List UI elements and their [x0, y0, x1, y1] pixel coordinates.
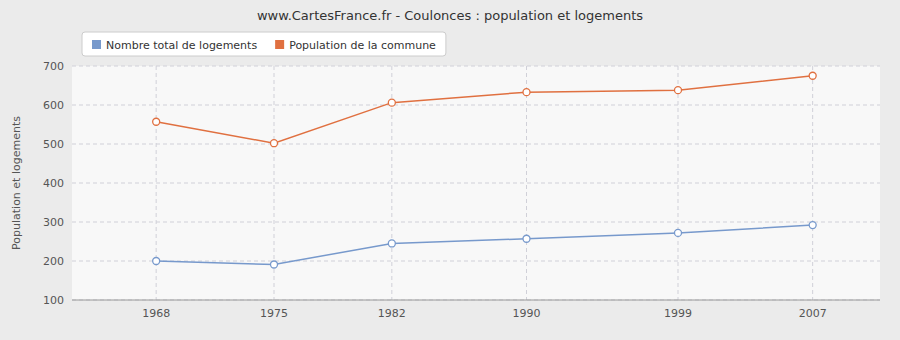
y-tick-label: 700 — [43, 60, 64, 73]
point — [809, 222, 816, 229]
y-grid-line — [72, 105, 880, 106]
y-tick-label: 400 — [43, 177, 64, 190]
data — [153, 72, 817, 268]
x-grid-line — [812, 66, 813, 300]
x-tick-label: 1990 — [513, 307, 541, 320]
grid — [72, 66, 880, 300]
y-grid-line — [72, 300, 880, 301]
legend-swatch — [275, 40, 284, 49]
x-tick-label: 1968 — [142, 307, 170, 320]
y-tick-label: 100 — [43, 294, 64, 307]
series-line — [156, 225, 813, 264]
y-tick-label: 300 — [43, 216, 64, 229]
plot-background — [72, 66, 880, 300]
point — [523, 89, 530, 96]
legend-box — [82, 32, 446, 56]
point — [809, 72, 816, 79]
x-tick-label: 1982 — [378, 307, 406, 320]
title: www.CartesFrance.fr - Coulonces : popula… — [257, 8, 643, 23]
point — [523, 235, 530, 242]
point — [271, 140, 278, 147]
y-grid-line — [72, 222, 880, 223]
x-axis-line — [72, 300, 880, 301]
point — [675, 87, 682, 94]
x-tick-label: 2007 — [799, 307, 827, 320]
y-tick-label: 500 — [43, 138, 64, 151]
x-tick-label: 1975 — [260, 307, 288, 320]
legend-label: Population de la commune — [289, 39, 436, 52]
y-axis-label: Population et logements — [10, 116, 23, 250]
y-grid-line — [72, 144, 880, 145]
x-grid-line — [526, 66, 527, 300]
y-grid-line — [72, 66, 880, 67]
point — [388, 240, 395, 247]
point — [388, 99, 395, 106]
y-grid-line — [72, 183, 880, 184]
point — [153, 118, 160, 125]
point — [153, 258, 160, 265]
x-tick-label: 1999 — [664, 307, 692, 320]
y-tick-label: 600 — [43, 99, 64, 112]
y-grid-line — [72, 261, 880, 262]
x-grid-line — [678, 66, 679, 300]
legend: Nombre total de logements Population de l… — [82, 32, 446, 56]
point — [675, 229, 682, 236]
legend-swatch — [92, 40, 101, 49]
legend-label: Nombre total de logements — [106, 39, 257, 52]
point — [271, 261, 278, 268]
chart: www.CartesFrance.fr - Coulonces : popula… — [0, 0, 900, 340]
series-line — [156, 76, 813, 143]
background — [0, 0, 900, 340]
y-tick-label: 200 — [43, 255, 64, 268]
